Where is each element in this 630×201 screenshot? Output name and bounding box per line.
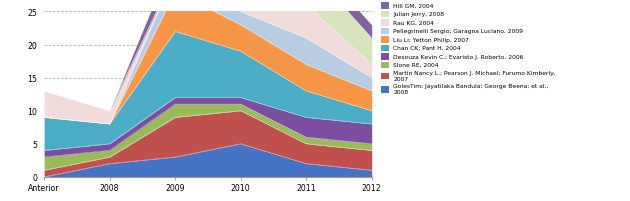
Legend: Hill GM, 2004, Julian Jerry, 2008, Rau KG, 2004, Pellegrinelli Sergio; Garagna L: Hill GM, 2004, Julian Jerry, 2008, Rau K…	[381, 3, 556, 95]
